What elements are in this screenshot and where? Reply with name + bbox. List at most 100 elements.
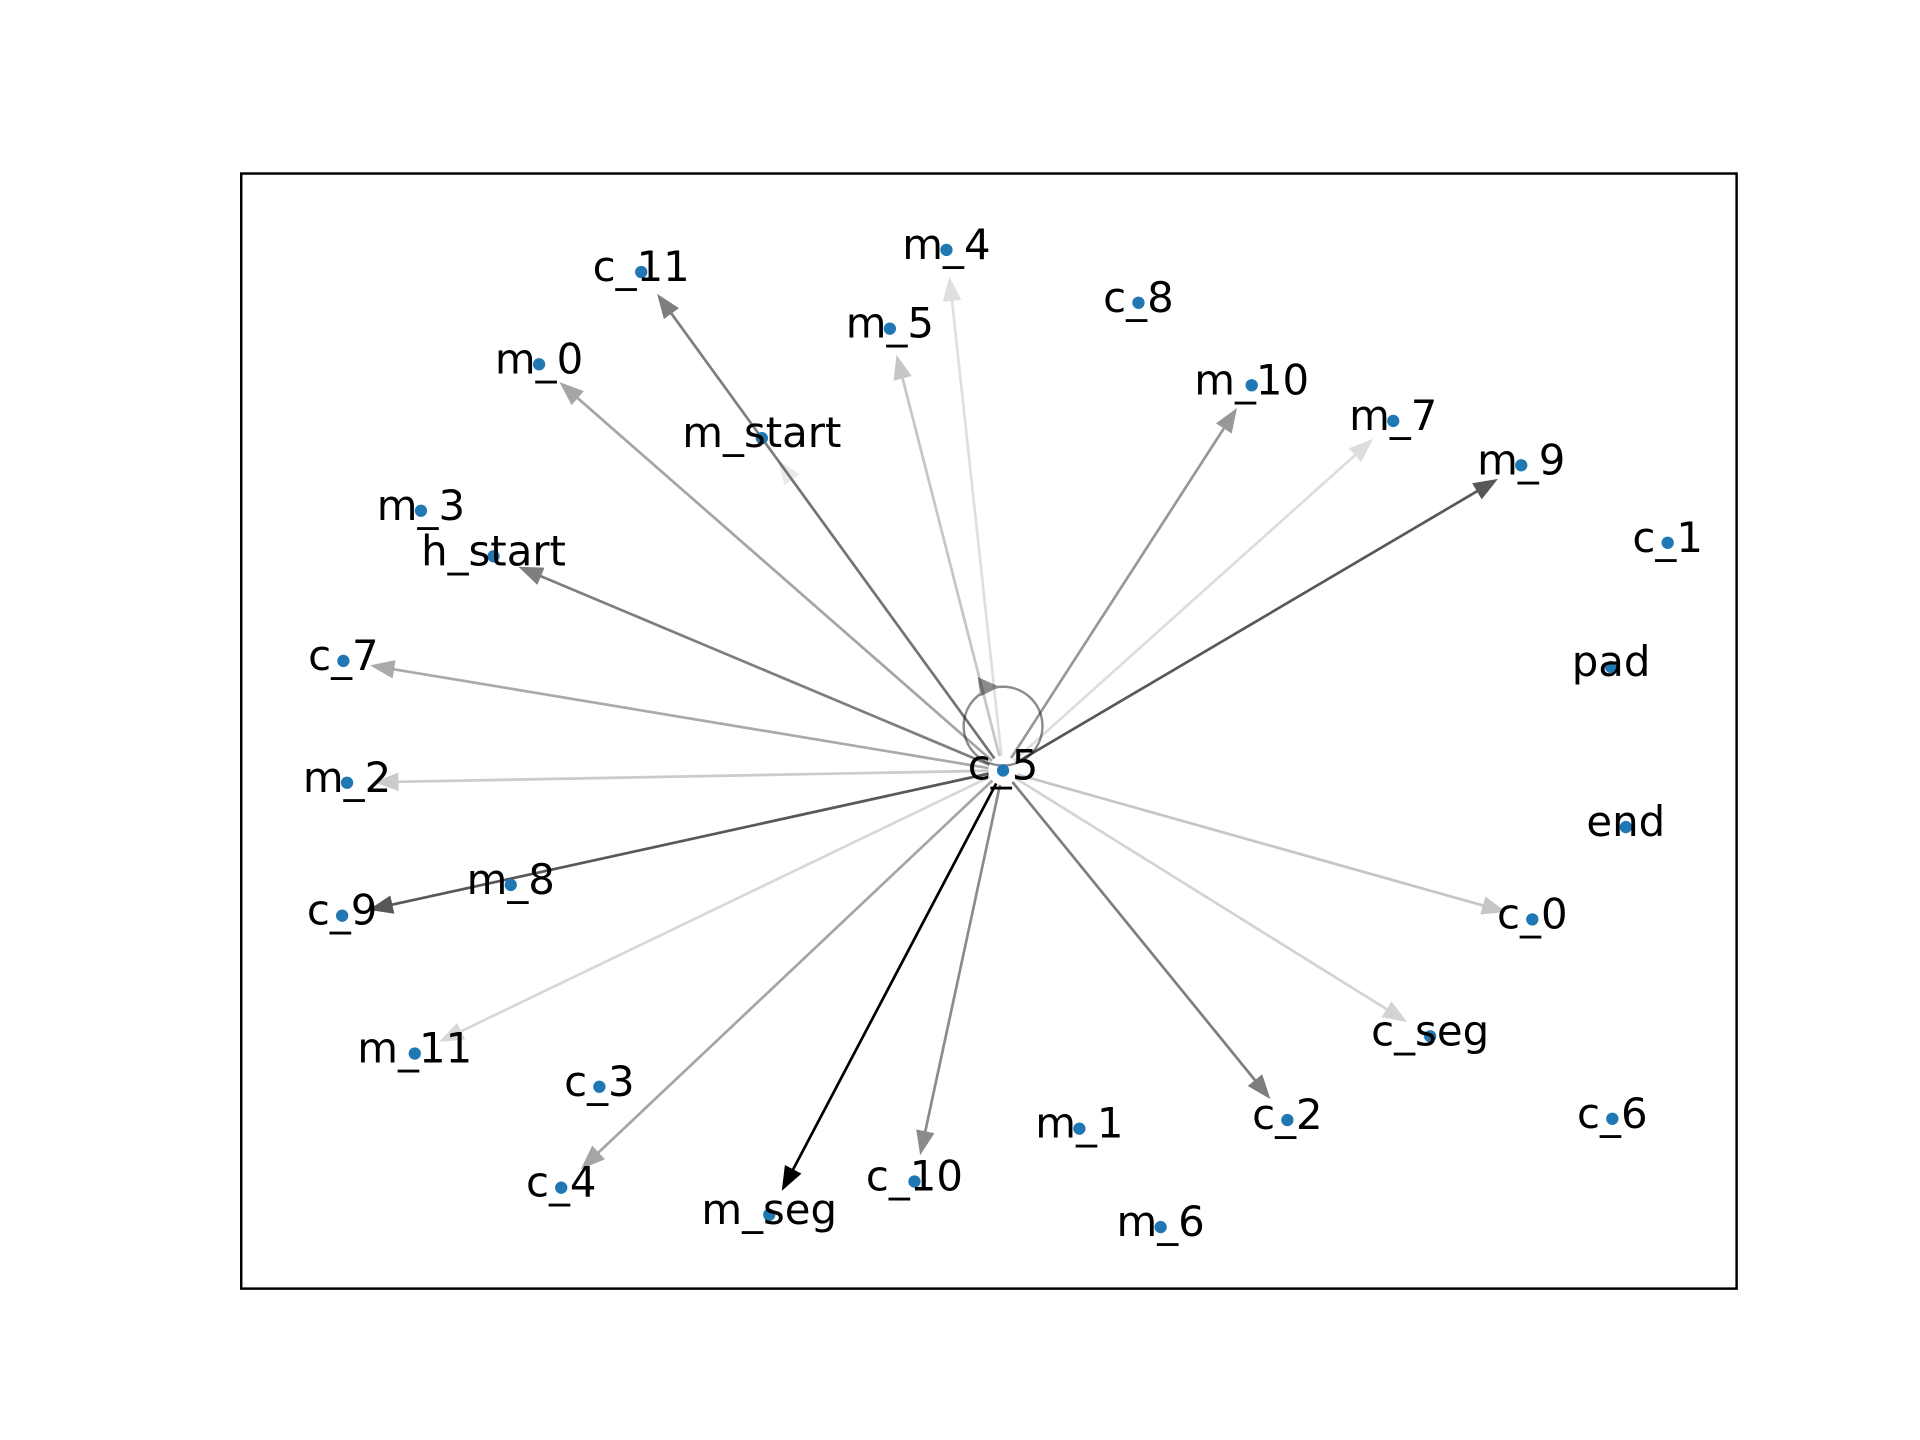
node-label: m_5 [846, 299, 934, 348]
arrowhead [1247, 1074, 1271, 1100]
node [340, 776, 354, 789]
node-label: end [1586, 797, 1665, 846]
edge [942, 276, 1003, 756]
node-label: m_4 [902, 220, 990, 269]
frame [240, 172, 1738, 1290]
node-label: pad [1572, 637, 1651, 686]
node-label: c_seg [1371, 1006, 1489, 1055]
node-label: c_5 [968, 740, 1039, 789]
edge-line [1011, 781, 1257, 1082]
edge-line [950, 299, 1003, 756]
node-label: m_8 [467, 855, 555, 904]
node-label: c_3 [564, 1057, 635, 1106]
edge-line [669, 312, 996, 760]
edge-line [1009, 426, 1226, 759]
edge-line [392, 667, 989, 770]
arrowhead [942, 276, 962, 302]
edge [1013, 438, 1374, 762]
arrowhead [580, 1145, 606, 1170]
edge [439, 775, 991, 1042]
node [336, 909, 349, 922]
node-label: m_2 [303, 753, 391, 802]
edge [518, 566, 990, 766]
arrowhead [1381, 1001, 1408, 1023]
edges [368, 276, 1507, 1191]
edge [1009, 407, 1238, 759]
edge-line [1015, 489, 1479, 765]
edge-line [1014, 777, 1389, 1011]
arrowhead [1215, 407, 1238, 434]
arrowhead [916, 1129, 935, 1156]
node [414, 504, 428, 517]
edge [893, 354, 1001, 757]
node-label: m_3 [377, 481, 465, 530]
node [555, 1181, 568, 1194]
node [1515, 459, 1528, 472]
edge [777, 459, 996, 760]
node [1604, 660, 1618, 674]
arrowhead [1348, 438, 1374, 463]
edge-line [539, 574, 990, 766]
edge [1016, 773, 1507, 915]
node-label: m_7 [1349, 391, 1437, 440]
arrowhead [657, 293, 679, 320]
node [1619, 820, 1632, 834]
node-label: c_10 [866, 1152, 963, 1201]
edge-line [576, 396, 993, 762]
node [1132, 296, 1145, 309]
node-label: c_4 [526, 1158, 597, 1207]
node [1606, 1112, 1619, 1125]
arrowhead [374, 772, 399, 792]
edge-line [923, 784, 1002, 1133]
edge [368, 772, 989, 914]
arrowhead [1480, 896, 1507, 915]
node-label: c_6 [1577, 1089, 1648, 1138]
edge-line [391, 772, 989, 907]
node [996, 764, 1010, 777]
node-label: c_11 [593, 242, 690, 291]
node [883, 322, 896, 335]
node [940, 243, 953, 256]
edge [559, 382, 993, 762]
edge-line [791, 782, 998, 1171]
node-label: m_11 [357, 1024, 472, 1073]
node-label: c_1 [1632, 513, 1703, 562]
node-label: c_2 [1252, 1090, 1323, 1139]
edge-line [901, 377, 1001, 757]
arrowhead [368, 895, 395, 914]
arrowhead [518, 566, 545, 585]
node [1526, 913, 1539, 926]
arrowhead [439, 1022, 466, 1042]
node-label: m_9 [1477, 435, 1565, 484]
node-label: m_1 [1035, 1099, 1123, 1148]
node [1661, 536, 1674, 549]
edge [369, 660, 989, 770]
node [1154, 1220, 1167, 1234]
node-label: c_0 [1497, 889, 1568, 938]
arrowhead [1472, 478, 1499, 500]
edge-line [1013, 453, 1357, 762]
nodes: c_11 m_4 c_8 m_5 m_0 m_10 m_7 m_start m_9 m_3h_st… [303, 220, 1703, 1246]
node-label: c_8 [1103, 273, 1174, 322]
arrowhead [893, 354, 912, 381]
node [1073, 1122, 1086, 1135]
node [635, 265, 648, 279]
node [487, 550, 500, 563]
edge [1011, 781, 1271, 1100]
edge-line [397, 769, 989, 784]
edge [374, 769, 989, 792]
edge-line [1016, 773, 1485, 908]
node [755, 432, 768, 445]
edge [657, 293, 996, 760]
node [337, 654, 350, 668]
node [763, 1208, 776, 1221]
edge [580, 779, 994, 1170]
node [532, 358, 546, 371]
node [408, 1047, 421, 1060]
edge [781, 782, 998, 1191]
node [593, 1080, 606, 1093]
node [1245, 379, 1258, 392]
edge-line [459, 775, 991, 1033]
